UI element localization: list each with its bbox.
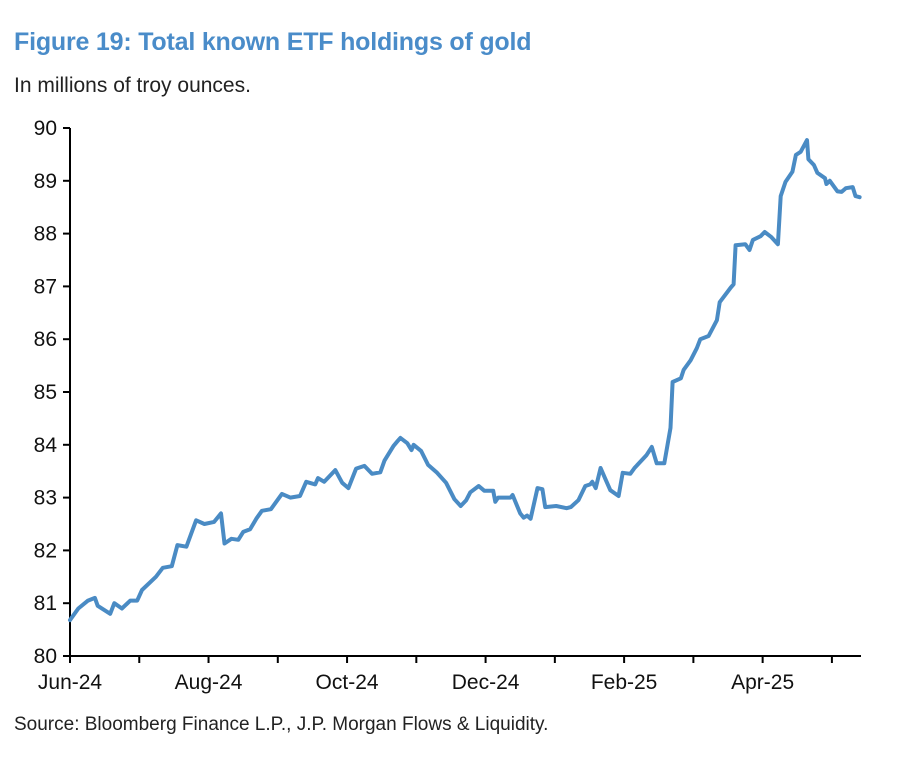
x-tick-label: Dec-24 <box>452 671 520 694</box>
series-line <box>68 138 862 623</box>
y-tick-label: 82 <box>34 539 57 562</box>
x-tick-label: Oct-24 <box>316 671 379 694</box>
chart-source: Source: Bloomberg Finance L.P., J.P. Mor… <box>14 714 549 735</box>
x-tick-label: Jun-24 <box>38 671 103 694</box>
y-tick-label: 87 <box>34 275 57 298</box>
y-tick-label: 84 <box>34 434 58 457</box>
x-tick-label: Aug-24 <box>175 671 243 694</box>
y-tick-label: 90 <box>34 117 57 140</box>
chart-title: Figure 19: Total known ETF holdings of g… <box>14 28 532 56</box>
y-tick-label: 81 <box>34 592 57 615</box>
y-tick-label: 85 <box>34 381 57 404</box>
chart-subtitle: In millions of troy ounces. <box>14 74 251 97</box>
x-tick-label: Feb-25 <box>591 671 658 694</box>
y-tick-label: 88 <box>34 223 57 246</box>
y-tick-label: 80 <box>34 645 57 668</box>
y-tick-label: 86 <box>34 328 57 351</box>
y-tick-label: 83 <box>34 487 57 510</box>
x-tick-label: Apr-25 <box>731 671 794 694</box>
y-tick-label: 89 <box>34 170 57 193</box>
